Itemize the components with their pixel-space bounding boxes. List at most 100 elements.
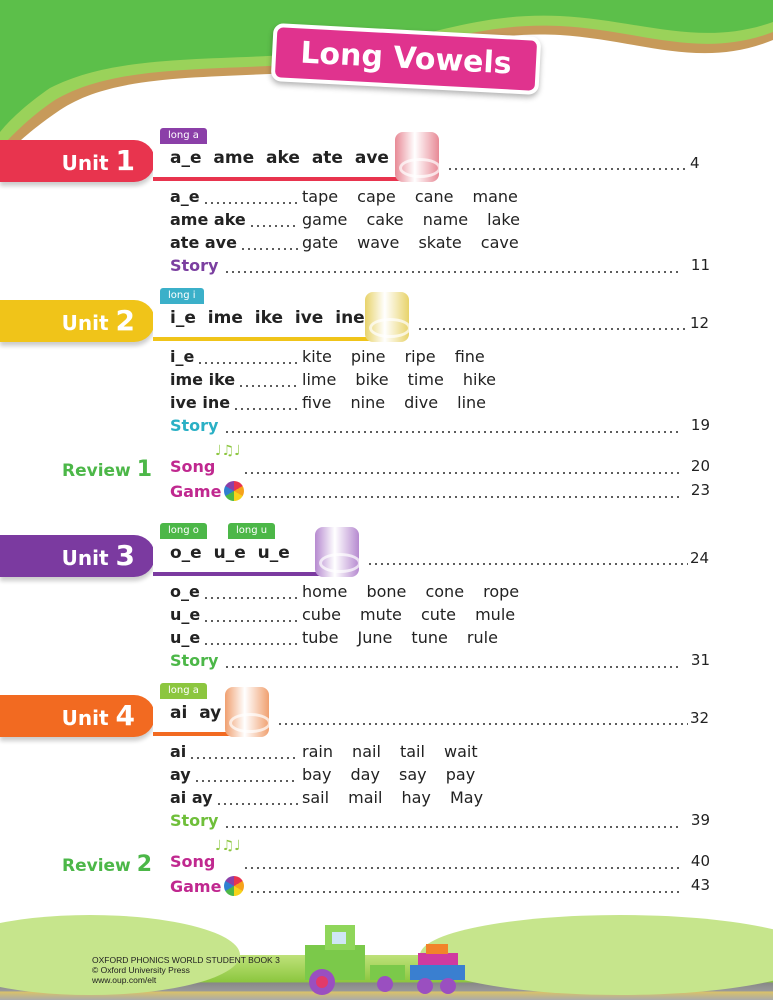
word-row[interactable]: i_e kite pine ripe fine: [170, 347, 710, 367]
page-number[interactable]: 32: [690, 709, 710, 727]
footer-url[interactable]: www.oup.com/elt: [92, 975, 157, 985]
song-entry-label: Song: [170, 457, 216, 476]
unit-2-band[interactable]: Unit 2: [0, 300, 155, 342]
page-number: 11: [690, 256, 710, 274]
word-row[interactable]: u_e tube June tune rule: [170, 628, 710, 648]
story-entry[interactable]: Story 19: [170, 416, 710, 436]
game-entry-label: Game: [170, 482, 222, 501]
unit-number: 3: [115, 539, 135, 572]
review-number: 1: [136, 457, 152, 482]
dot-leader: [238, 385, 298, 387]
review-number: 2: [136, 852, 152, 877]
unit-3-band[interactable]: Unit 3: [0, 535, 155, 577]
word-row[interactable]: ame ake game cake name lake: [170, 210, 710, 230]
page-number[interactable]: 24: [690, 549, 710, 567]
dot-leader: [249, 225, 298, 227]
sound-key: o_e: [170, 582, 200, 601]
song-entry-label: Song: [170, 852, 216, 871]
example-words: cube mute cute mule: [302, 605, 516, 624]
sound-key: u_e: [170, 628, 201, 647]
review-word: Review: [62, 461, 131, 481]
dot-leader: [233, 408, 298, 410]
review-label: Review 2: [62, 852, 152, 877]
page-number[interactable]: 4: [690, 154, 700, 172]
unit-4-band[interactable]: Unit 4: [0, 695, 155, 737]
example-words: rain nail tail wait: [302, 742, 478, 761]
word-row[interactable]: ai ay sail mail hay May: [170, 788, 710, 808]
word-row[interactable]: u_e cube mute cute mule: [170, 605, 710, 625]
unit-sounds[interactable]: a_e ame ake ate ave: [170, 148, 389, 168]
example-words: home bone cone rope: [302, 582, 520, 601]
sound-key: ive ine: [170, 393, 231, 412]
word-row[interactable]: ive ine five nine dive line: [170, 393, 710, 413]
sounds-strip: [153, 303, 375, 341]
music-notes-icon: ♩♫♩: [215, 838, 241, 854]
game-entry[interactable]: Game 43: [170, 876, 710, 896]
word-row[interactable]: ime ike lime bike time hike: [170, 370, 710, 390]
vowel-tag: long i: [160, 288, 204, 304]
sound-key: a_e: [170, 187, 200, 206]
music-notes-icon: ♩♫♩: [215, 443, 241, 459]
footer-book: OXFORD PHONICS WORLD STUDENT BOOK 3: [92, 955, 280, 965]
truck-illustration: [305, 925, 465, 995]
vowel-tag: long a: [160, 128, 207, 144]
dot-leader: [249, 496, 682, 498]
sound-key: ai ay: [170, 788, 213, 807]
example-words: lime bike time hike: [302, 370, 496, 389]
dot-leader: [224, 271, 682, 273]
example-words: gate wave skate cave: [302, 233, 519, 252]
vowel-tag: long a: [160, 683, 207, 699]
dot-leader: [224, 826, 682, 828]
dot-leader: [216, 803, 298, 805]
dot-leader: [203, 620, 298, 622]
unit-label: Unit 2: [62, 304, 135, 337]
unit-label: Unit 3: [62, 539, 135, 572]
game-entry[interactable]: Game 23: [170, 481, 710, 501]
story-entry-label: Story: [170, 416, 219, 435]
word-row[interactable]: a_e tape cape cane mane: [170, 187, 710, 207]
song-entry[interactable]: Song ♩♫♩ 20: [170, 443, 710, 477]
story-entry[interactable]: Story 39: [170, 811, 710, 831]
dot-leader: [243, 472, 682, 474]
dot-leader: [203, 597, 298, 599]
page-number: 20: [690, 457, 710, 475]
vowel-tag: long u: [228, 523, 276, 539]
footer-credits: OXFORD PHONICS WORLD STUDENT BOOK 3 © Ox…: [92, 955, 280, 985]
example-words: tape cape cane mane: [302, 187, 518, 206]
dot-leader: [197, 362, 298, 364]
word-row[interactable]: ai rain nail tail wait: [170, 742, 710, 762]
dot-leader: [240, 248, 298, 250]
word-row[interactable]: o_e home bone cone rope: [170, 582, 710, 602]
review-label: Review 1: [62, 457, 152, 482]
page-number: 31: [690, 651, 710, 669]
story-entry[interactable]: Story 11: [170, 256, 710, 276]
review-word: Review: [62, 856, 131, 876]
dot-leader: [277, 723, 688, 725]
sound-key: ame ake: [170, 210, 246, 229]
word-row[interactable]: ay bay day say pay: [170, 765, 710, 785]
dot-leader: [224, 666, 682, 668]
sound-key: u_e: [170, 605, 201, 624]
example-words: tube June tune rule: [302, 628, 498, 647]
sound-key: ate ave: [170, 233, 237, 252]
unit-number: 2: [115, 304, 135, 337]
game-entry-label: Game: [170, 877, 222, 896]
page-number[interactable]: 12: [690, 314, 710, 332]
word-row[interactable]: ate ave gate wave skate cave: [170, 233, 710, 253]
unit-number: 4: [115, 699, 135, 732]
unit-sounds[interactable]: o_e u_e u_e: [170, 543, 290, 563]
story-entry-label: Story: [170, 256, 219, 275]
unit-number: 1: [115, 144, 135, 177]
dot-leader: [249, 891, 682, 893]
story-entry-label: Story: [170, 651, 219, 670]
story-entry[interactable]: Story 31: [170, 651, 710, 671]
song-entry[interactable]: Song ♩♫♩ 40: [170, 838, 710, 872]
example-words: bay day say pay: [302, 765, 476, 784]
page-number: 43: [690, 876, 710, 894]
unit-1-band[interactable]: Unit 1: [0, 140, 155, 182]
unit-sounds[interactable]: ai ay: [170, 703, 222, 723]
sounds-strip: [153, 143, 405, 181]
unit-sounds[interactable]: i_e ime ike ive ine: [170, 308, 365, 328]
scroll-roll-icon: [395, 132, 441, 182]
